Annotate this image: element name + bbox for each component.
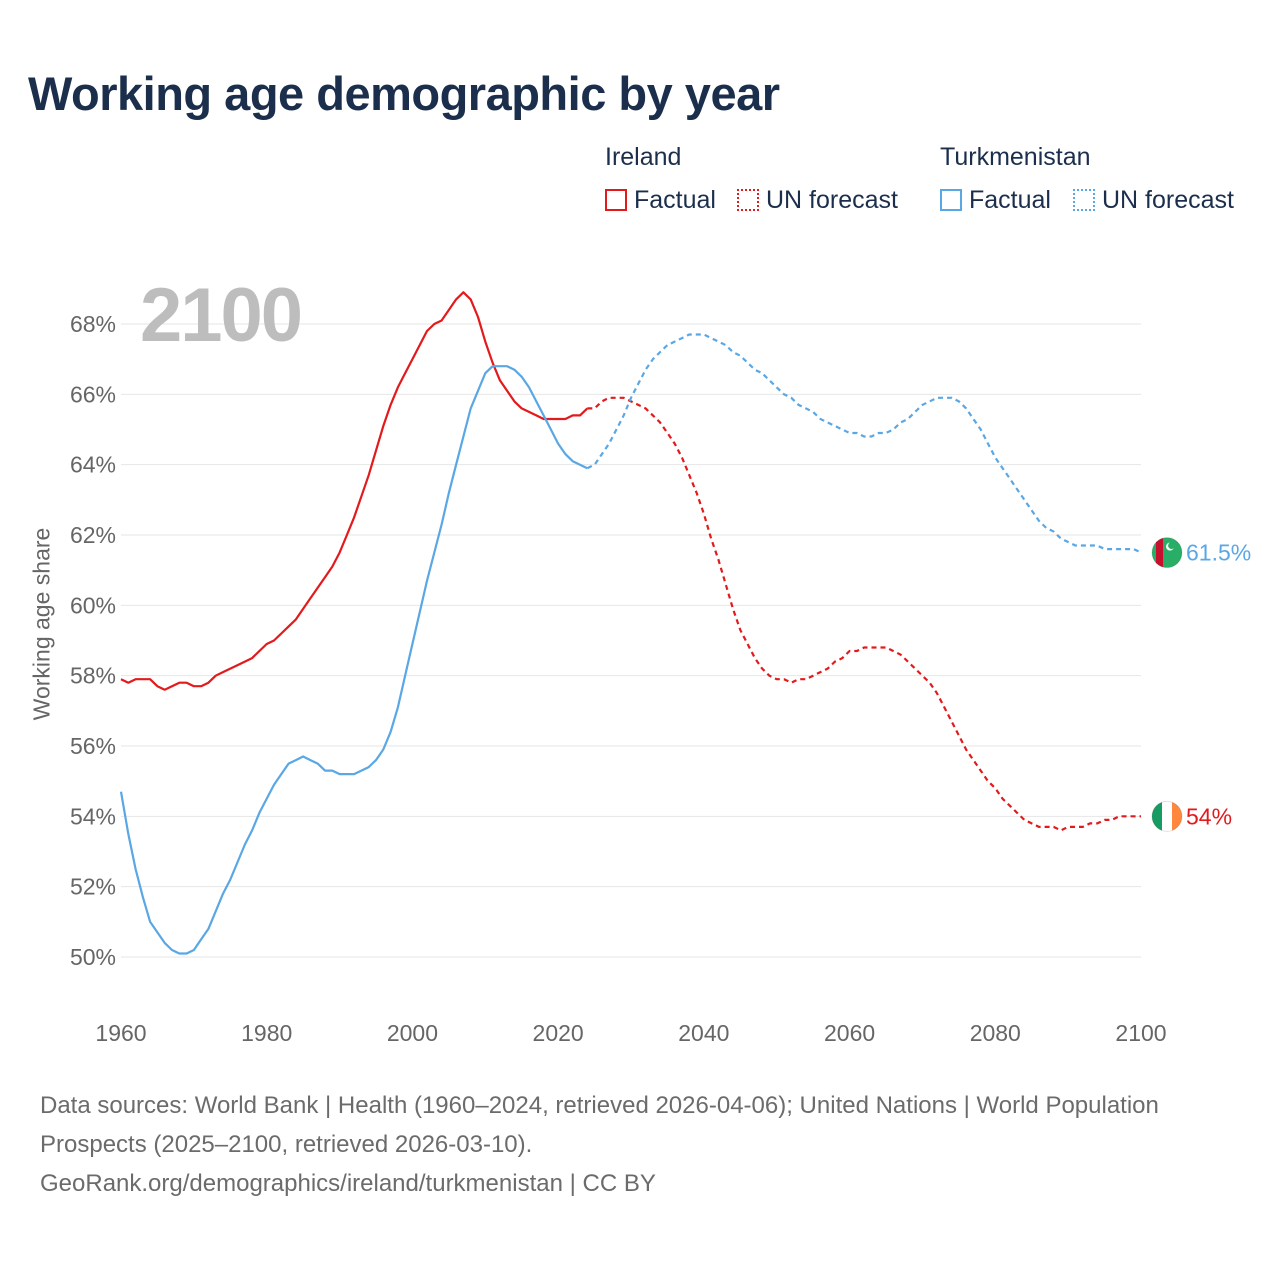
legend-ireland-forecast[interactable]: UN forecast bbox=[737, 184, 898, 216]
series-line-turkmenistan-factual bbox=[119, 365, 588, 955]
y-tick-label: 64% bbox=[70, 452, 116, 478]
y-tick-label: 66% bbox=[70, 381, 116, 407]
flag-ireland-icon bbox=[1151, 800, 1183, 832]
legend-label: UN forecast bbox=[766, 185, 898, 214]
x-axis-ticks: 1960 1980 2000 2020 2040 2060 2080 2100 bbox=[95, 1020, 1166, 1046]
legend-label: Factual bbox=[969, 185, 1051, 214]
y-tick-label: 58% bbox=[70, 663, 116, 689]
legend-swatch-dotted-icon bbox=[1073, 189, 1095, 211]
x-tick-label: 2080 bbox=[970, 1020, 1021, 1046]
attribution-link[interactable]: GeoRank.org/demographics/ireland/turkmen… bbox=[40, 1170, 656, 1197]
legend-group-turkmenistan: Turkmenistan bbox=[940, 143, 1091, 171]
legend-swatch-solid-icon bbox=[605, 189, 627, 211]
y-axis-label: Working age share bbox=[28, 527, 55, 721]
year-indicator: 2100 bbox=[140, 273, 303, 358]
x-tick-label: 2100 bbox=[1115, 1020, 1166, 1046]
legend-label: UN forecast bbox=[1102, 185, 1234, 214]
gridlines bbox=[121, 323, 1141, 958]
flag-turkmenistan-icon bbox=[1151, 537, 1183, 569]
y-tick-label: 56% bbox=[70, 733, 116, 759]
y-tick-label: 54% bbox=[70, 803, 116, 829]
series-line-ireland-forecast bbox=[587, 396, 1141, 832]
legend-turkmenistan-factual[interactable]: Factual bbox=[940, 184, 1051, 216]
legend-swatch-solid-icon bbox=[940, 189, 962, 211]
y-tick-label: 68% bbox=[70, 311, 116, 337]
x-tick-label: 2020 bbox=[533, 1020, 584, 1046]
y-tick-label: 62% bbox=[70, 522, 116, 548]
x-tick-label: 2040 bbox=[678, 1020, 729, 1046]
end-value-label: 54% bbox=[1186, 803, 1232, 829]
data-sources: Data sources: World Bank | Health (1960–… bbox=[40, 1092, 1159, 1158]
legend-label: Factual bbox=[634, 185, 716, 214]
x-tick-label: 1960 bbox=[95, 1020, 146, 1046]
y-tick-label: 52% bbox=[70, 874, 116, 900]
x-tick-label: 1980 bbox=[241, 1020, 292, 1046]
legend-swatch-dotted-icon bbox=[737, 189, 759, 211]
series-line-ireland-factual bbox=[120, 291, 589, 691]
y-tick-label: 50% bbox=[70, 944, 116, 970]
y-axis-ticks: 50% 52% 54% 56% 58% 60% 62% 64% 66% 68% bbox=[70, 311, 116, 970]
series-line-turkmenistan-forecast bbox=[586, 333, 1142, 554]
y-tick-label: 60% bbox=[70, 592, 116, 618]
footer: Data sources: World Bank | Health (1960–… bbox=[40, 1086, 1220, 1203]
series-lines bbox=[119, 291, 1142, 955]
x-tick-label: 2060 bbox=[824, 1020, 875, 1046]
end-value-label: 61.5% bbox=[1186, 540, 1251, 566]
end-markers: 54% 61.5% bbox=[1151, 537, 1251, 832]
legend-turkmenistan-forecast[interactable]: UN forecast bbox=[1073, 184, 1234, 216]
legend-ireland-factual[interactable]: Factual bbox=[605, 184, 716, 216]
x-tick-label: 2000 bbox=[387, 1020, 438, 1046]
legend-group-ireland: Ireland bbox=[605, 143, 682, 171]
chart-title: Working age demographic by year bbox=[28, 67, 780, 120]
